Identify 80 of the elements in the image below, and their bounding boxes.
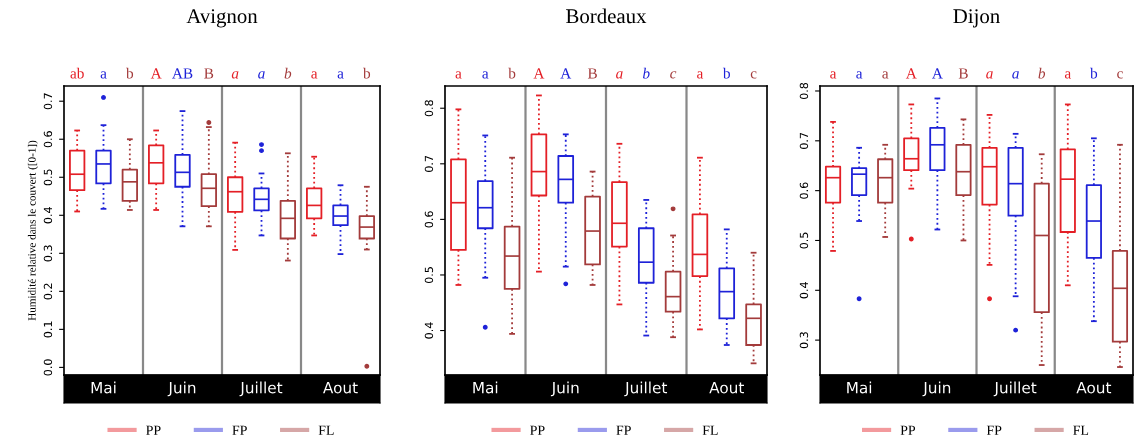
x-tick-label: Juillet: [239, 381, 283, 397]
y-tick-label: 0.3: [799, 332, 809, 349]
text: c: [670, 71, 677, 79]
x-tick-label: Juillet: [993, 381, 1037, 397]
legend-label: FL: [1073, 425, 1089, 435]
text: a: [455, 71, 462, 79]
text: a: [616, 71, 623, 79]
text: a: [231, 71, 239, 79]
text: c: [750, 71, 757, 79]
y-tick-label: 0.2: [43, 283, 53, 300]
text: a: [1064, 71, 1071, 79]
text: a: [830, 71, 837, 79]
y-tick-label: 0.4: [43, 207, 53, 224]
text: B: [587, 68, 597, 79]
text: b: [722, 67, 730, 79]
legend-label: FP: [986, 425, 1002, 435]
x-tick-label: Aout: [709, 382, 744, 394]
text: A: [932, 68, 943, 79]
chart-title: Avignon: [186, 9, 258, 28]
legend-label: FP: [232, 425, 247, 435]
text: a: [482, 71, 489, 79]
x-tick-label: Juillet: [624, 381, 668, 397]
y-tick-label: 0.6: [424, 211, 434, 228]
text: b: [643, 67, 650, 79]
x-tick-label: Aout: [323, 382, 358, 394]
x-tick-label: Aout: [1076, 382, 1112, 394]
x-tick-label: Mai: [473, 381, 498, 394]
legend-label: FL: [702, 425, 718, 435]
y-tick-label: 0.7: [424, 155, 434, 172]
legend-label: PP: [146, 425, 161, 435]
chart-title: Bordeaux: [566, 8, 647, 24]
y-tick-label: 0.5: [43, 169, 53, 186]
text: a: [1012, 71, 1019, 79]
legend-label: FL: [318, 425, 334, 435]
text: A: [905, 68, 917, 79]
text: b: [508, 67, 516, 79]
text: A: [150, 68, 162, 79]
text: A: [533, 68, 545, 79]
y-tick-label: 0.4: [799, 282, 809, 299]
text: a: [337, 71, 344, 79]
text: a: [697, 71, 704, 79]
x-tick-label: Juin: [167, 381, 196, 397]
text: a: [856, 71, 863, 79]
y-axis-title: Humidité relative dans le couvert ([0-1]): [27, 140, 38, 321]
text: a: [258, 71, 265, 79]
text: c: [1117, 71, 1123, 79]
y-tick-label: 0.3: [43, 245, 53, 262]
legend-label: FP: [616, 425, 631, 435]
x-tick-label: Mai: [91, 381, 116, 394]
text: b: [1090, 67, 1098, 79]
text: B: [958, 68, 968, 79]
y-tick-label: 0.8: [424, 100, 434, 117]
text: b: [284, 67, 292, 79]
text: A: [560, 68, 572, 79]
x-tick-label: Juin: [550, 381, 579, 397]
chart-title: Dijon: [953, 9, 1000, 28]
text: ab: [70, 67, 84, 79]
text: b: [363, 67, 371, 79]
text: AB: [172, 68, 193, 79]
y-tick-label: 0.1: [43, 321, 53, 338]
y-tick-label: 0.0: [43, 359, 53, 376]
y-tick-label: 0.6: [43, 131, 53, 148]
text: b: [1038, 67, 1046, 79]
y-tick-label: 0.7: [43, 93, 53, 110]
text: a: [882, 71, 889, 79]
y-tick-label: 0.8: [799, 82, 809, 100]
y-tick-label: 0.6: [799, 182, 809, 199]
y-tick-label: 0.7: [799, 132, 809, 149]
legend-label: PP: [530, 425, 545, 435]
x-tick-label: Mai: [847, 381, 872, 394]
text: a: [986, 71, 993, 79]
text: a: [311, 71, 318, 79]
x-tick-label: Juin: [922, 381, 951, 397]
text: b: [126, 67, 134, 79]
y-tick-label: 0.5: [799, 232, 809, 249]
legend-label: PP: [900, 425, 916, 435]
y-tick-label: 0.5: [424, 267, 434, 284]
y-tick-label: 0.4: [424, 322, 434, 339]
text: B: [204, 68, 214, 79]
text: a: [100, 71, 107, 79]
